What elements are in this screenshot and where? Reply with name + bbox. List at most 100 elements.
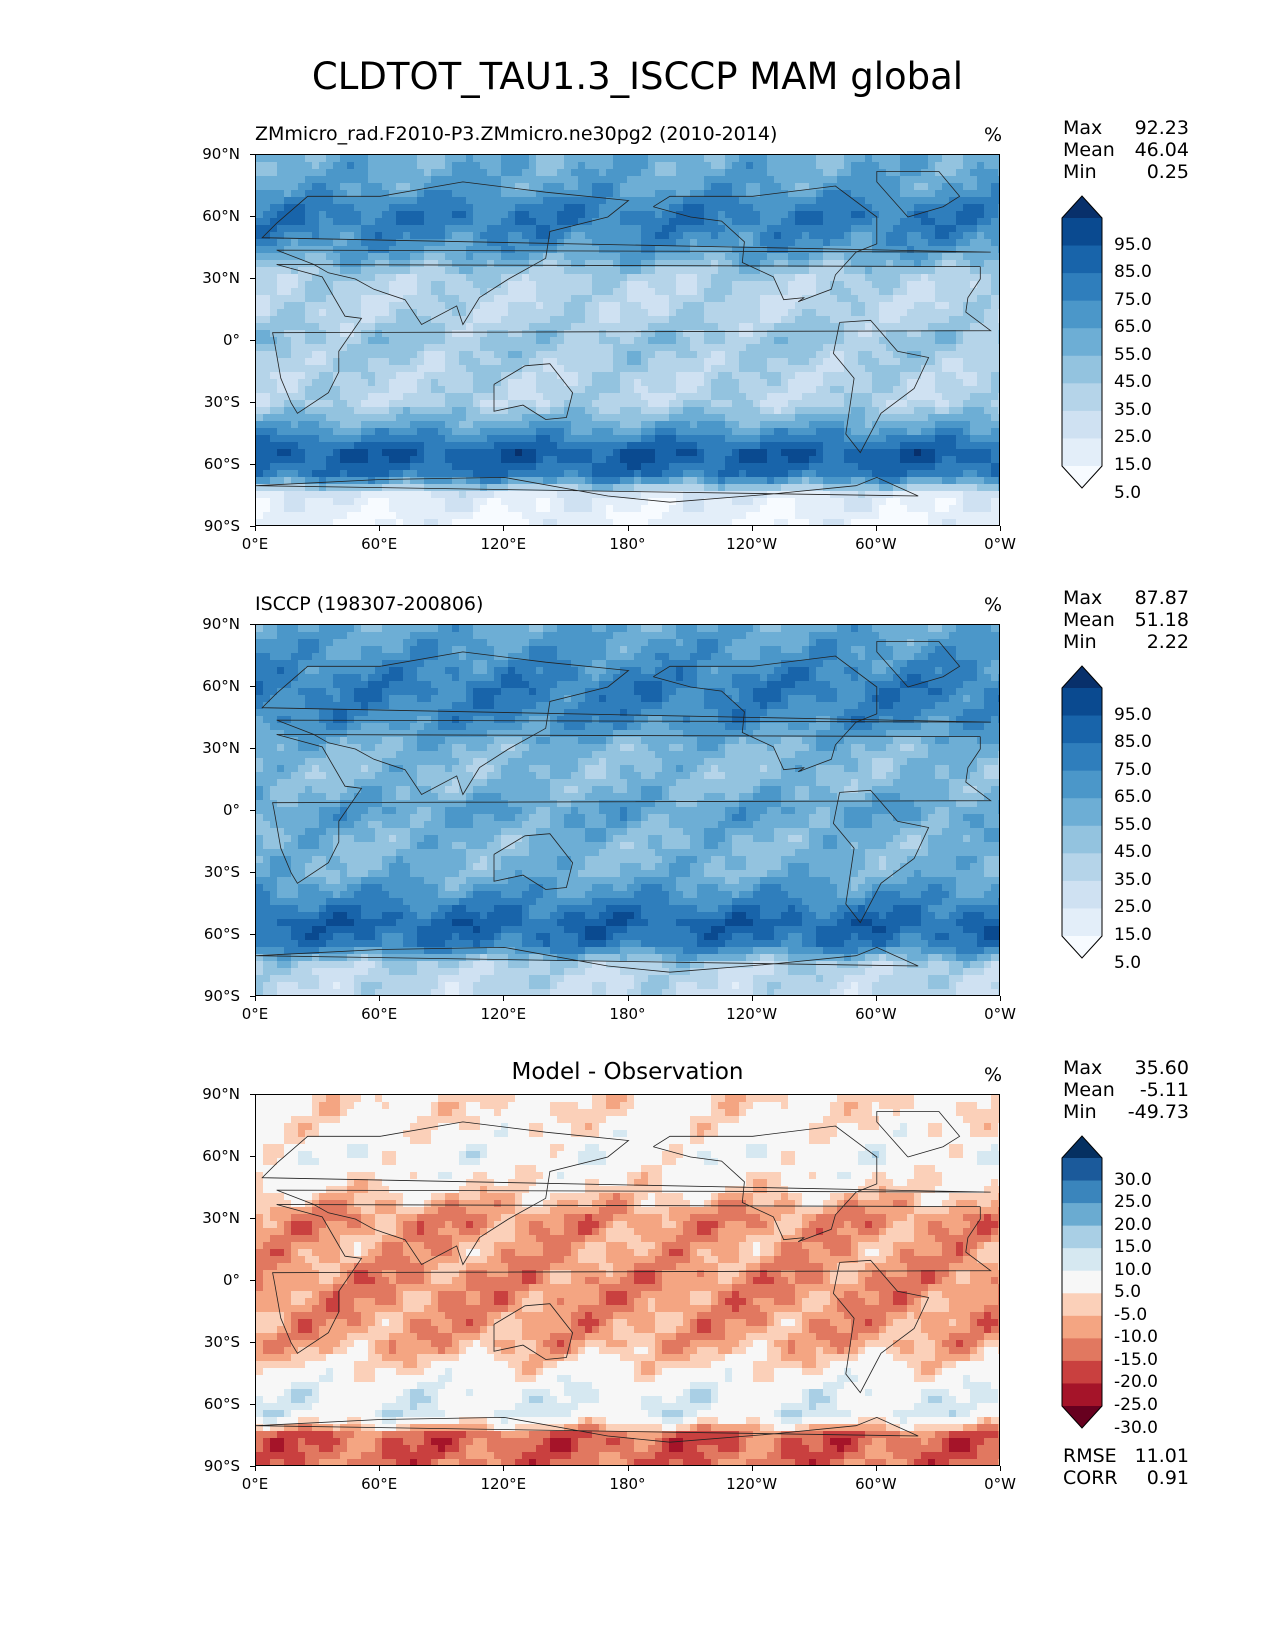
coastline: [256, 1416, 919, 1443]
map-field: [256, 1095, 999, 1465]
colorbar-segment: [1062, 1293, 1102, 1317]
lat-tick-mark: [250, 1280, 255, 1281]
stat-max-label: Max: [1063, 117, 1103, 139]
lon-tick-mark: [627, 526, 629, 531]
colorbar-tick-label: 95.0: [1114, 704, 1152, 725]
stat-mean-label: Mean: [1063, 609, 1115, 631]
colorbar-extension-top: [1062, 1136, 1102, 1158]
stat-mean-value: 51.18: [1134, 609, 1189, 631]
stat-min-value: 0.25: [1146, 161, 1189, 183]
lon-tick-label: 120°W: [726, 1475, 778, 1493]
lat-tick-mark: [250, 1404, 255, 1405]
colorbar-tick-label: 5.0: [1114, 482, 1142, 503]
coastline: [256, 946, 919, 973]
colorbar-tick-label: 55.0: [1114, 344, 1152, 365]
units-label: %: [984, 1064, 1003, 1086]
lon-tick-mark: [379, 996, 381, 1001]
colorbar-segment: [1062, 1248, 1102, 1272]
colorbar-segment: [1062, 1203, 1102, 1227]
coastline: [832, 1259, 930, 1394]
stat-mean-label: Mean: [1063, 139, 1115, 161]
lon-tick-label: 180°: [609, 1005, 646, 1023]
coastline: [653, 1125, 878, 1243]
lon-tick-label: 60°E: [361, 535, 398, 553]
coastline: [272, 264, 992, 414]
lat-tick-mark: [250, 526, 255, 527]
colorbar-tick-label: 15.0: [1114, 925, 1152, 945]
colorbar-tick-label: 20.0: [1114, 1214, 1152, 1235]
colorbar-extension-bottom: [1062, 936, 1102, 958]
units-label: %: [984, 594, 1003, 616]
lon-tick-label: 180°: [609, 535, 646, 553]
lon-tick-mark: [627, 996, 629, 1001]
colorbar-segment: [1062, 1315, 1102, 1339]
colorbar-extension-top: [1062, 666, 1102, 688]
colorbar-tick-label: 45.0: [1114, 372, 1152, 393]
coastline: [256, 476, 919, 503]
lon-tick-label: 0°W: [984, 535, 1016, 553]
lon-tick-label: 120°E: [480, 1475, 527, 1493]
colorbar-tick-label: 75.0: [1114, 759, 1152, 780]
lat-tick-mark: [250, 1466, 255, 1467]
lat-tick-label: 30°S: [203, 863, 240, 881]
lon-tick-label: 0°W: [984, 1005, 1016, 1023]
lat-tick-mark: [250, 402, 255, 403]
panel-title: ZMmicro_rad.F2010-P3.ZMmicro.ne30pg2 (20…: [255, 123, 778, 145]
colorbar-segment: [1062, 715, 1102, 744]
lon-tick-mark: [503, 996, 505, 1001]
lat-tick-label: 90°S: [203, 987, 240, 1005]
colorbar-tick-label: 65.0: [1114, 787, 1152, 808]
lon-tick-mark: [751, 996, 753, 1001]
lat-tick-label: 0°: [222, 331, 240, 349]
lat-tick-mark: [250, 810, 255, 811]
coastline: [493, 363, 574, 420]
coastline: [832, 789, 930, 924]
lon-tick-mark: [255, 1466, 256, 1471]
colorbar-segment: [1062, 300, 1102, 329]
map-plot[interactable]: [255, 624, 1000, 996]
lon-tick-label: 0°W: [984, 1475, 1016, 1493]
map-plot[interactable]: [255, 1094, 1000, 1466]
map-plot[interactable]: [255, 154, 1000, 526]
lat-tick-label: 60°S: [203, 925, 240, 943]
panel-title: ISCCP (198307-200806): [255, 593, 484, 615]
lat-tick-label: 90°N: [202, 145, 240, 163]
lat-tick-label: 0°: [222, 1271, 240, 1289]
lat-tick-label: 60°S: [203, 1395, 240, 1413]
colorbar-segment: [1062, 1180, 1102, 1204]
stat-min-label: Min: [1063, 1101, 1097, 1123]
lon-tick-label: 60°W: [855, 1475, 897, 1493]
lat-tick-mark: [250, 686, 255, 687]
lat-tick-label: 30°N: [202, 1209, 240, 1227]
colorbar-tick-label: 55.0: [1114, 814, 1152, 835]
coastline: [272, 1204, 992, 1354]
lon-tick-mark: [627, 1466, 629, 1471]
lon-tick-mark: [1000, 996, 1001, 1001]
colorbar-segment: [1062, 743, 1102, 772]
stat-max-value: 35.60: [1134, 1057, 1189, 1079]
colorbar-outline: [1061, 665, 1103, 959]
stat-min-label: Min: [1063, 161, 1097, 183]
lat-tick-mark: [250, 1342, 255, 1343]
lat-tick-label: 90°N: [202, 615, 240, 633]
stat-mean-value: -5.11: [1139, 1079, 1189, 1101]
lon-tick-label: 60°W: [855, 1005, 897, 1023]
lon-tick-mark: [255, 996, 256, 1001]
coastline: [261, 181, 991, 326]
lon-tick-mark: [1000, 526, 1001, 531]
stat-min-value: 2.22: [1146, 631, 1189, 653]
lat-tick-label: 60°N: [202, 207, 240, 225]
lon-tick-label: 0°E: [241, 535, 269, 553]
colorbar-tick-label: 25.0: [1114, 427, 1152, 448]
lat-tick-label: 30°S: [203, 1333, 240, 1351]
colorbar-segment: [1062, 688, 1102, 717]
lon-tick-label: 0°E: [241, 1005, 269, 1023]
colorbar-tick-label: 85.0: [1114, 262, 1152, 283]
colorbar-tick-label: -15.0: [1114, 1349, 1158, 1370]
lat-tick-mark: [250, 340, 255, 341]
colorbar-outline: [1061, 1135, 1103, 1429]
stat-max-label: Max: [1063, 1057, 1103, 1079]
colorbar-segment: [1062, 908, 1102, 937]
map-field: [256, 155, 999, 525]
colorbar-tick-label: 15.0: [1114, 455, 1152, 475]
